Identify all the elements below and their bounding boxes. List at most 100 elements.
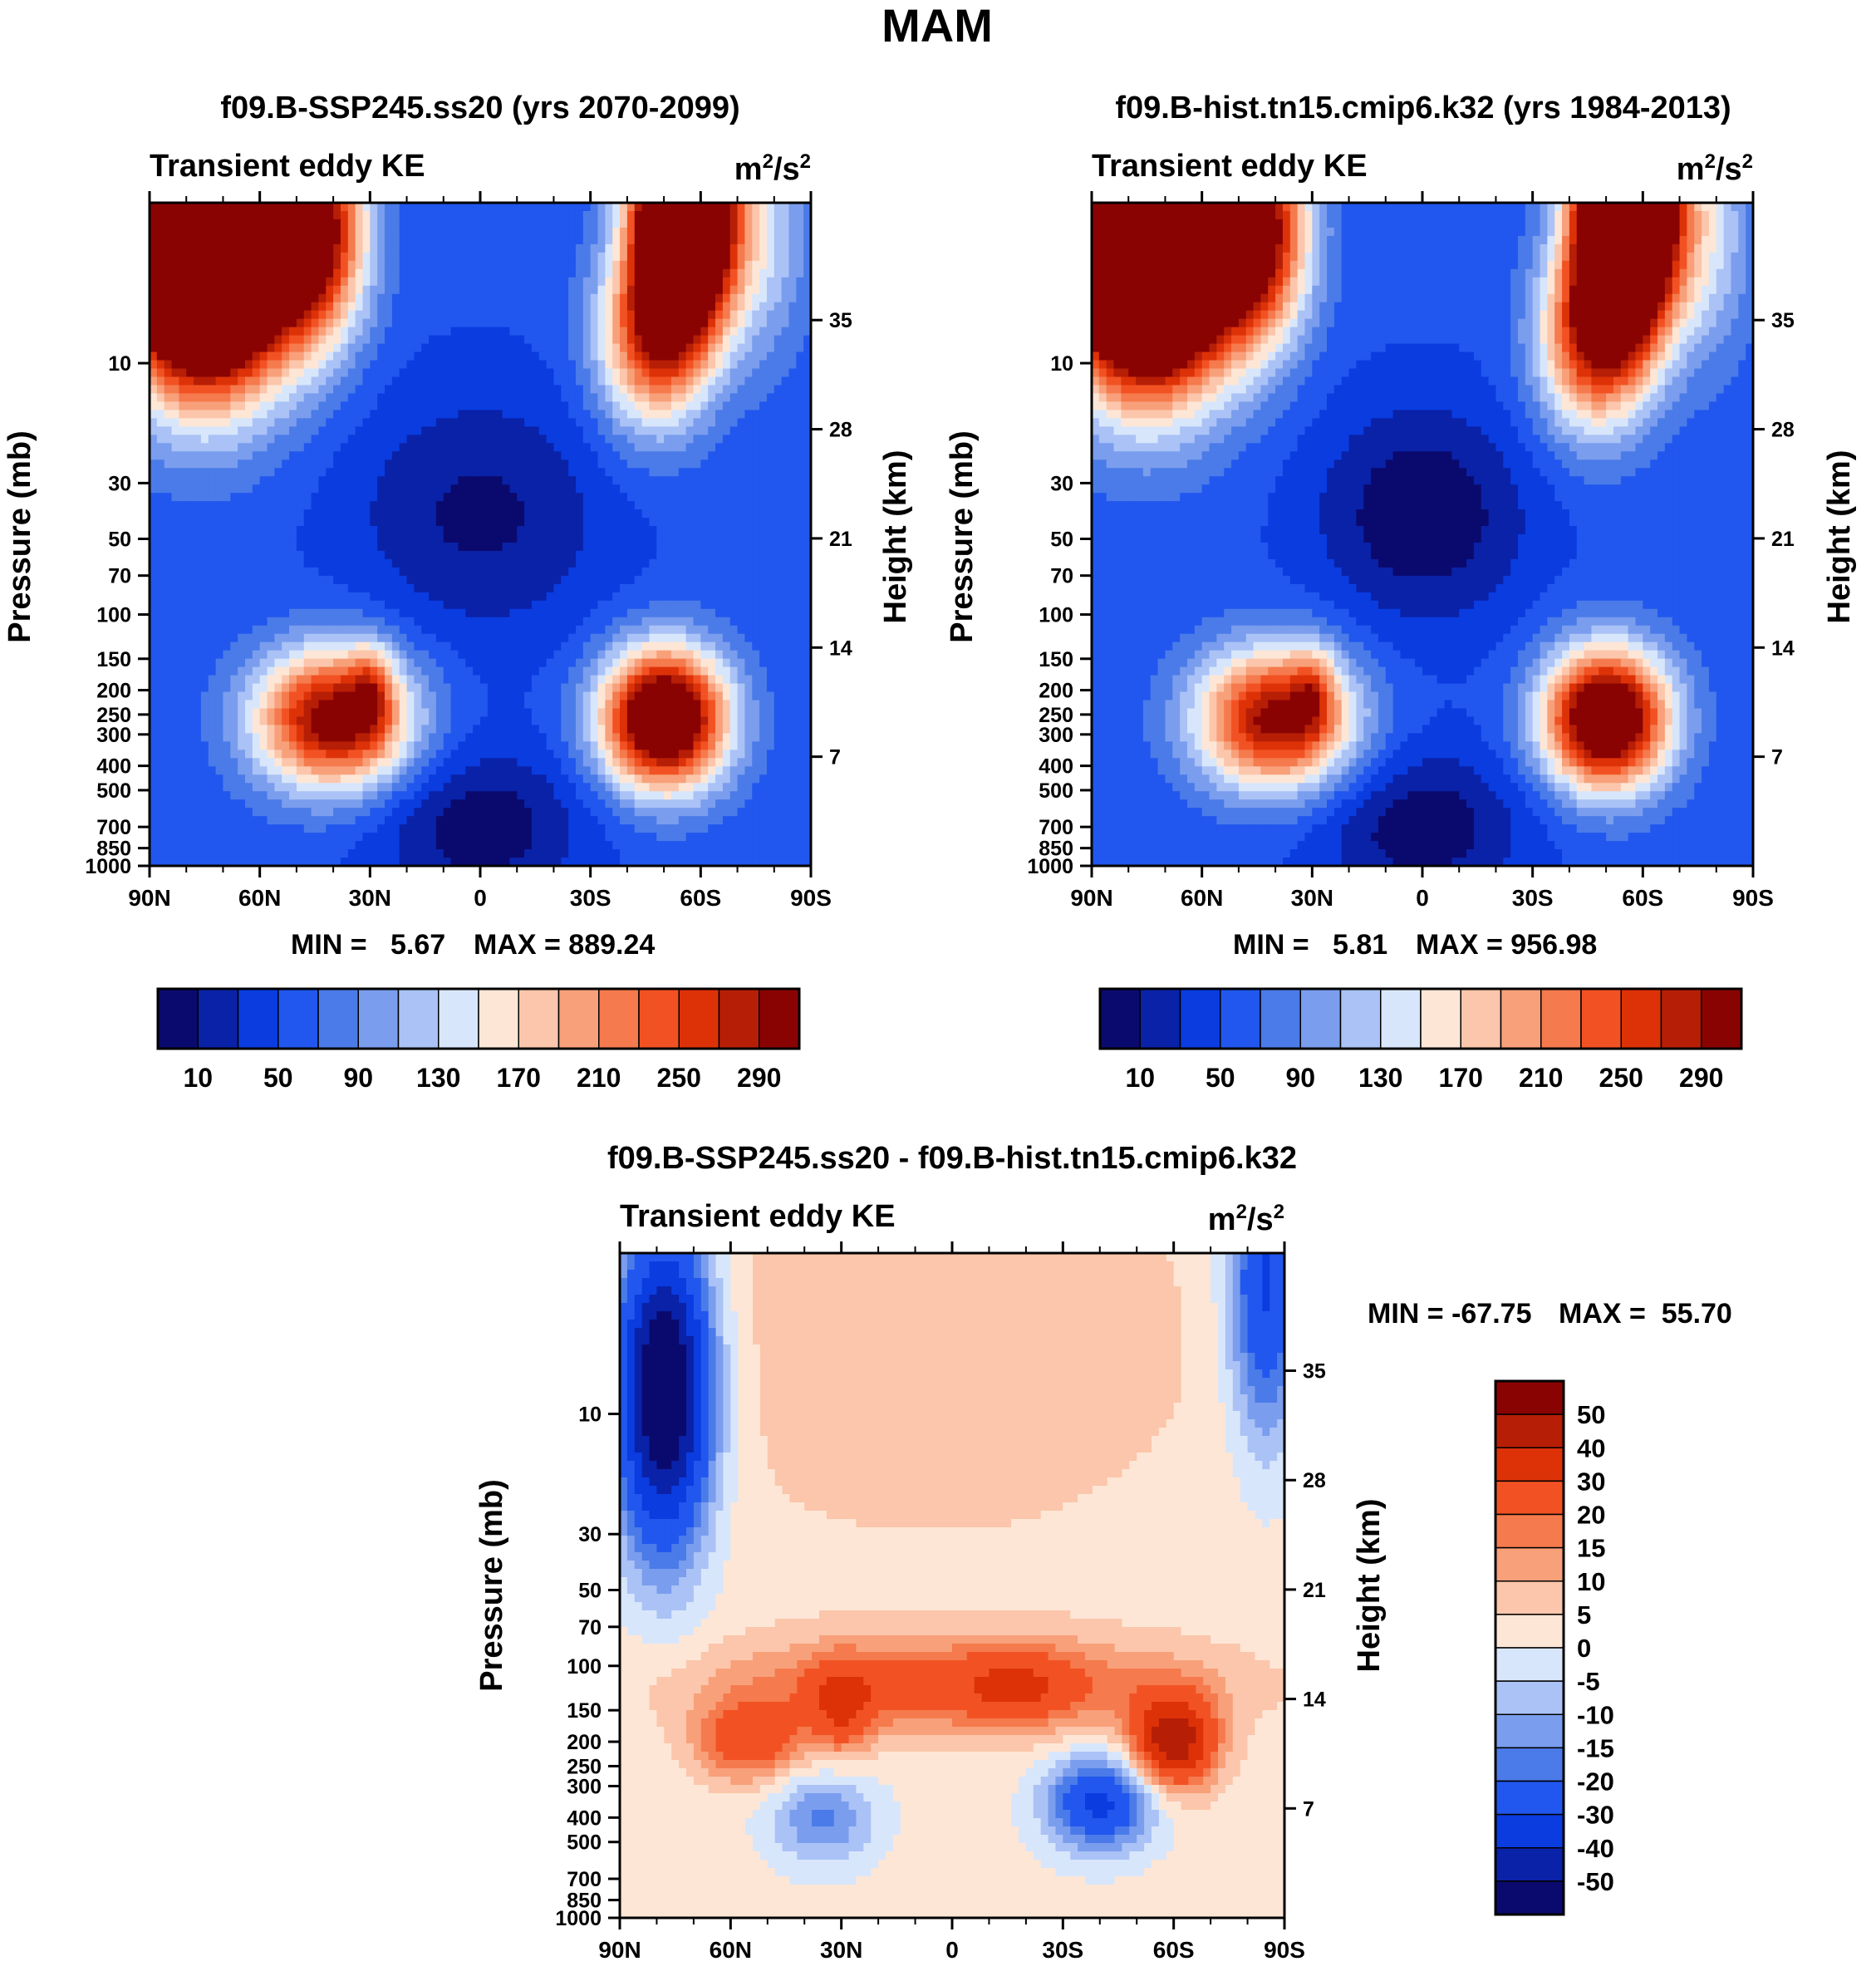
contour-cell — [209, 302, 216, 312]
contour-cell — [480, 543, 488, 552]
contour-cell — [245, 634, 253, 643]
contour-cell — [686, 401, 694, 410]
contour-cell — [414, 244, 421, 253]
contour-cell — [635, 543, 642, 552]
contour-cell — [326, 385, 333, 394]
contour-cell — [612, 228, 620, 237]
contour-cell — [503, 393, 510, 402]
contour-cell — [532, 568, 539, 577]
contour-cell — [524, 568, 532, 577]
contour-cell — [635, 576, 642, 585]
contour-cell — [274, 376, 282, 386]
contour-cell — [480, 451, 488, 460]
contour-cell — [209, 228, 216, 237]
contour-cell — [253, 460, 260, 469]
contour-cell — [495, 426, 503, 435]
contour-cell — [723, 278, 730, 287]
contour-cell — [333, 601, 341, 610]
contour-cell — [517, 426, 524, 435]
contour-cell — [245, 203, 253, 212]
contour-cell — [223, 609, 230, 618]
contour-cell — [230, 493, 238, 502]
contour-cell — [679, 385, 686, 394]
contour-cell — [238, 584, 245, 593]
contour-cell — [642, 443, 650, 452]
contour-cell — [598, 203, 606, 212]
contour-cell — [605, 509, 612, 519]
contour-cell — [304, 526, 312, 535]
contour-cell — [715, 642, 723, 651]
contour-cell — [671, 543, 679, 552]
contour-cell — [612, 634, 620, 643]
contour-cell — [752, 278, 759, 287]
contour-cell — [759, 336, 767, 345]
contour-cell — [341, 584, 348, 593]
contour-cell — [605, 426, 612, 435]
contour-cell — [230, 617, 238, 627]
contour-cell — [362, 278, 370, 287]
contour-cell — [333, 634, 341, 643]
contour-cell — [576, 642, 583, 651]
contour-cell — [715, 426, 723, 435]
contour-cell — [576, 319, 583, 328]
contour-cell — [157, 509, 165, 519]
contour-cell — [392, 376, 400, 386]
contour-cell — [312, 551, 319, 560]
contour-cell — [157, 601, 165, 610]
contour-cell — [649, 319, 656, 328]
contour-cell — [782, 559, 789, 568]
contour-cell — [553, 426, 561, 435]
contour-cell — [620, 526, 627, 535]
contour-cell — [715, 211, 723, 220]
contour-cell — [458, 476, 465, 485]
contour-cell — [715, 634, 723, 643]
contour-cell — [179, 484, 186, 494]
contour-cell — [245, 286, 253, 295]
contour-cell — [362, 451, 370, 460]
contour-cell — [591, 344, 598, 353]
contour-cell — [591, 244, 598, 253]
contour-cell — [326, 551, 333, 560]
contour-cell — [656, 219, 664, 229]
contour-cell — [480, 493, 488, 502]
contour-cell — [642, 410, 650, 419]
contour-cell — [627, 601, 635, 610]
contour-cell — [312, 352, 319, 361]
contour-cell — [738, 302, 745, 312]
contour-cell — [392, 219, 400, 229]
contour-cell — [656, 617, 664, 627]
contour-cell — [209, 385, 216, 394]
contour-cell — [679, 451, 686, 460]
contour-cell — [230, 626, 238, 635]
contour-cell — [370, 393, 377, 402]
contour-cell — [223, 476, 230, 485]
contour-cell — [605, 385, 612, 394]
contour-cell — [326, 626, 333, 635]
contour-cell — [362, 584, 370, 593]
contour-cell — [598, 509, 606, 519]
contour-cell — [444, 501, 451, 510]
contour-cell — [333, 543, 341, 552]
contour-cell — [524, 376, 532, 386]
contour-cell — [444, 468, 451, 477]
contour-cell — [230, 253, 238, 262]
contour-cell — [245, 236, 253, 245]
contour-cell — [738, 468, 745, 477]
contour-cell — [326, 410, 333, 419]
contour-cell — [260, 534, 268, 543]
contour-cell — [723, 526, 730, 535]
contour-cell — [561, 617, 568, 627]
contour-cell — [480, 319, 488, 328]
contour-cell — [782, 278, 789, 287]
contour-cell — [157, 418, 165, 427]
contour-cell — [370, 361, 377, 370]
contour-cell — [436, 634, 444, 643]
contour-cell — [656, 336, 664, 345]
contour-cell — [656, 294, 664, 303]
contour-cell — [333, 376, 341, 386]
contour-cell — [509, 344, 517, 353]
contour-cell — [767, 626, 774, 635]
contour-cell — [788, 302, 796, 312]
contour-cell — [635, 344, 642, 353]
contour-cell — [253, 294, 260, 303]
